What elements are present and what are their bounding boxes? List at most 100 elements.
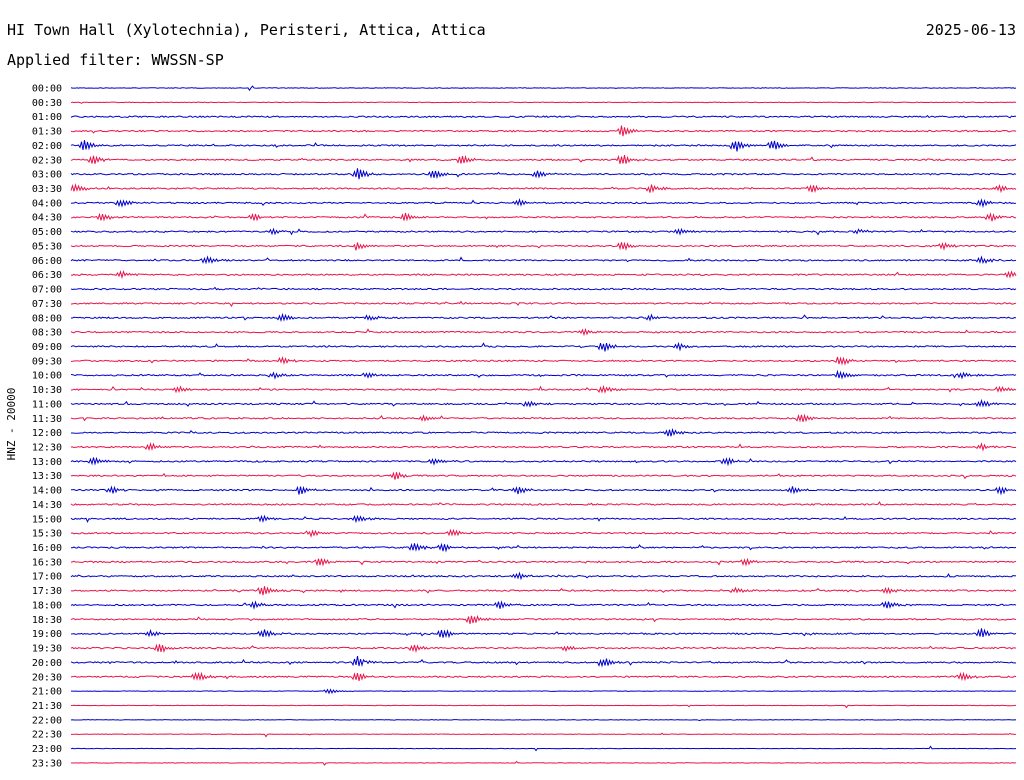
trace-line [70,441,1017,452]
y-tick-label: 17:30 [32,586,62,597]
y-tick-label: 16:30 [32,557,62,568]
trace-line [70,355,1017,366]
y-tick-label: 04:00 [32,198,62,209]
y-tick-label: 12:30 [32,443,62,454]
y-tick-label: 09:00 [32,342,62,353]
y-tick-label: 20:00 [32,658,62,669]
y-tick-labels: 00:00 00:30 01:00 01:30 02:00 02:30 03:00 03:30… [32,84,62,770]
trace-line [70,286,1017,291]
trace-line [70,168,1017,180]
trace-line [70,183,1017,194]
trace-line [70,704,1017,709]
y-tick-label: 02:00 [32,141,62,152]
y-tick-label: 14:30 [32,500,62,511]
y-tick-label: 12:00 [32,428,62,439]
y-tick-label: 13:00 [32,457,62,468]
y-tick-label: 01:30 [32,127,62,138]
trace-line [70,760,1017,766]
y-tick-label: 15:00 [32,514,62,525]
y-tick-label: 06:30 [32,270,62,281]
y-tick-label: 07:30 [32,299,62,310]
trace-line [70,155,1017,164]
y-tick-label: 02:30 [32,155,62,166]
y-tick-label: 19:30 [32,644,62,655]
trace-line [70,671,1017,682]
trace-line [70,745,1017,752]
y-tick-label: 05:00 [32,227,62,238]
trace-line [70,312,1017,323]
y-tick-label: 00:30 [32,98,62,109]
seismic-traces [70,85,1017,766]
y-tick-label: 15:30 [32,529,62,540]
y-tick-label: 05:30 [32,242,62,253]
y-tick-label: 10:30 [32,385,62,396]
trace-line [70,300,1017,307]
y-tick-label: 06:00 [32,256,62,267]
trace-line [70,514,1017,524]
trace-line [70,600,1017,610]
trace-line [70,413,1017,423]
trace-line [70,101,1017,104]
y-tick-label: 00:00 [32,84,62,95]
trace-line [70,732,1017,738]
y-tick-label: 23:30 [32,758,62,769]
record-date: 2025-06-13 [925,21,1016,39]
trace-line [70,471,1017,480]
y-tick-label: 01:00 [32,112,62,123]
trace-line [70,427,1017,437]
y-tick-label: 20:30 [32,672,62,683]
trace-line [70,485,1017,496]
y-tick-label: 11:30 [32,414,62,425]
trace-line [70,384,1017,394]
y-tick-label: 08:30 [32,328,62,339]
y-tick-label: 03:00 [32,170,62,181]
trace-line [70,125,1017,137]
trace-line [70,85,1017,92]
y-tick-label: 09:30 [32,356,62,367]
trace-line [70,369,1017,380]
y-tick-label: 10:00 [32,371,62,382]
trace-line [70,327,1017,337]
trace-line [70,456,1017,467]
y-tick-label: 11:00 [32,399,62,410]
trace-line [70,227,1017,236]
trace-line [70,398,1017,408]
y-tick-label: 13:30 [32,471,62,482]
trace-line [70,198,1017,209]
trace-line [70,501,1017,506]
trace-line [70,269,1017,280]
trace-line [70,212,1017,222]
y-tick-label: 19:00 [32,629,62,640]
trace-line [70,643,1017,654]
y-tick-label: 22:30 [32,730,62,741]
trace-line [70,586,1017,596]
y-tick-label: 23:00 [32,744,62,755]
trace-line [70,542,1017,553]
y-tick-label: 22:00 [32,715,62,726]
trace-line [70,719,1017,722]
trace-line [70,557,1017,567]
trace-line [70,571,1017,581]
trace-line [70,528,1017,538]
filter-label: Applied filter: WWSSN-SP [7,51,224,69]
trace-line [70,614,1017,625]
y-tick-label: 14:00 [32,486,62,497]
y-tick-label: 07:00 [32,285,62,296]
y-tick-label: 18:30 [32,615,62,626]
trace-line [70,341,1017,352]
y-tick-label: 08:00 [32,313,62,324]
trace-line [70,688,1017,695]
trace-line [70,656,1017,668]
trace-line [70,140,1017,152]
y-tick-label: 16:00 [32,543,62,554]
station-title: HI Town Hall (Xylotechnia), Peristeri, A… [7,21,486,39]
y-tick-label: 17:00 [32,572,62,583]
trace-line [70,241,1017,251]
trace-line [70,114,1017,119]
y-tick-label: 21:00 [32,687,62,698]
y-tick-label: 21:30 [32,701,62,712]
trace-line [70,628,1017,639]
y-tick-label: 18:00 [32,601,62,612]
y-tick-label: 03:30 [32,184,62,195]
